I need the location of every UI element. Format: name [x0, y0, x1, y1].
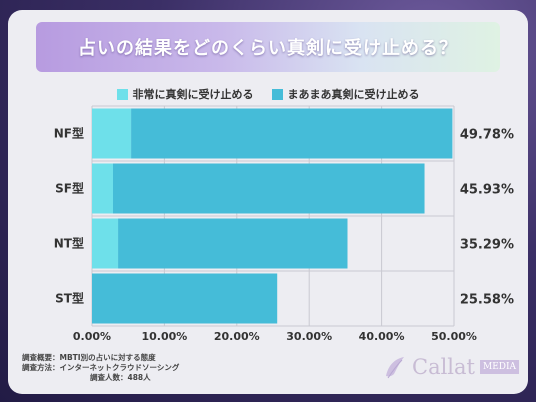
feather-icon: [386, 357, 404, 379]
bar-very-serious: [92, 218, 119, 269]
chart-title: 占いの結果をどのくらい真剣に受け止める？: [78, 38, 458, 59]
bar-somewhat-serious: [118, 218, 348, 269]
total-label: 45.93%: [460, 183, 514, 198]
survey-count: 調査人数：488人: [90, 373, 151, 382]
bar-very-serious: [92, 163, 113, 214]
legend-label-somewhat-serious: まあまあ真剣に受け止める: [287, 88, 420, 101]
logo-badge: MEDIA: [479, 360, 520, 374]
survey-summary: 調査概要：MBTI別の占いに対する態度: [22, 353, 156, 362]
x-tick-label: 10.00%: [141, 330, 187, 343]
total-label: 49.78%: [460, 128, 514, 143]
total-label: 25.58%: [460, 293, 514, 308]
x-tick-label: 40.00%: [359, 330, 405, 343]
title-banner: 占いの結果をどのくらい真剣に受け止める？: [36, 22, 500, 72]
x-tick-label: 0.00%: [73, 330, 111, 343]
callat-logo: Callat MEDIA: [382, 352, 520, 382]
legend-item-somewhat-serious: まあまあ真剣に受け止める: [271, 86, 420, 102]
bar-somewhat-serious: [112, 163, 425, 214]
category-label: SF型: [55, 181, 84, 196]
category-label: ST型: [55, 291, 84, 306]
total-label: 35.29%: [460, 238, 514, 253]
bar-somewhat-serious: [92, 273, 278, 324]
x-tick-label: 20.00%: [214, 330, 260, 343]
bar-very-serious: [92, 108, 132, 159]
bar-somewhat-serious: [131, 108, 453, 159]
category-label: NT型: [54, 236, 84, 251]
legend-label-very-serious: 非常に真剣に受け止める: [132, 88, 254, 101]
legend-item-very-serious: 非常に真剣に受け止める: [116, 86, 254, 102]
x-tick-label: 30.00%: [286, 330, 332, 343]
survey-footer: 調査概要：MBTI別の占いに対する態度 調査方法：インターネットクラウドソーシン…: [22, 353, 179, 383]
legend-swatch-very-serious: [116, 88, 128, 100]
x-tick-label: 50.00%: [431, 330, 477, 343]
survey-method: 調査方法：インターネットクラウドソーシング: [22, 363, 180, 372]
legend-swatch-somewhat-serious: [271, 88, 283, 100]
category-label: NF型: [54, 126, 84, 141]
legend: 非常に真剣に受け止める まあまあ真剣に受け止める: [0, 86, 536, 102]
logo-wordmark: Callat: [412, 355, 475, 379]
